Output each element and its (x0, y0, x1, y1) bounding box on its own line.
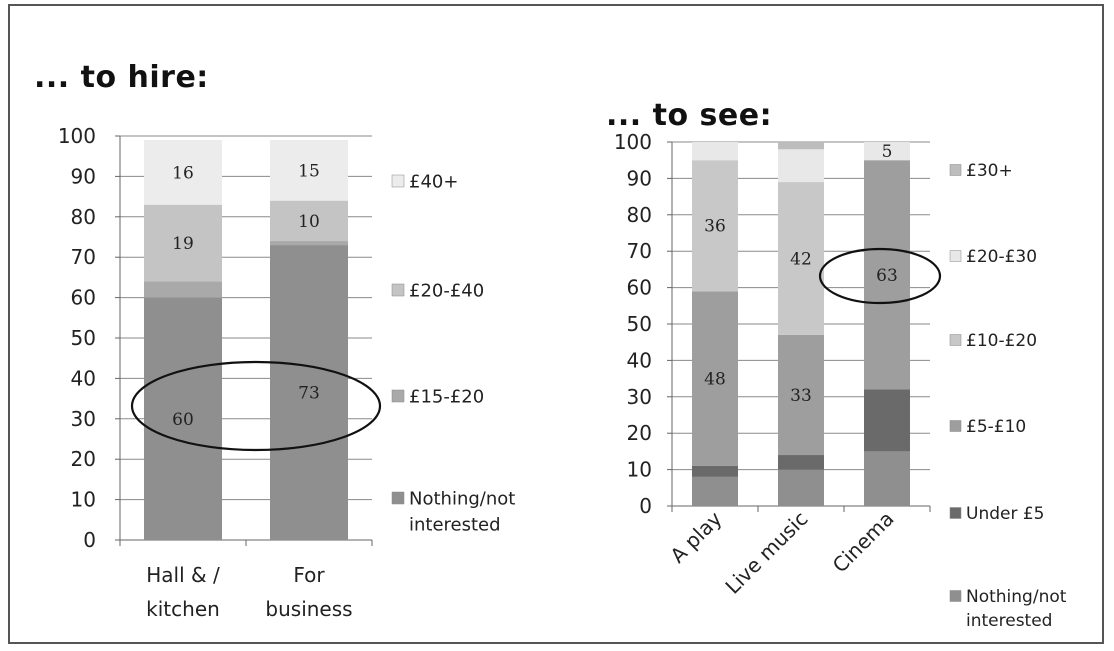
see-bar-segment (692, 465, 738, 477)
see-data-label: 36 (704, 217, 726, 237)
see-y-tick-label: 90 (627, 166, 652, 190)
see-legend-label: £10-£20 (966, 331, 1037, 351)
see-data-label: 48 (704, 370, 726, 390)
hire-bar-segment (270, 245, 348, 540)
hire-bar-segment (144, 140, 222, 205)
see-data-label: 63 (876, 266, 898, 286)
see-bar-segment (864, 160, 910, 390)
hire-legend-label: Nothing/not (409, 488, 515, 509)
see-y-tick-label: 60 (627, 276, 652, 300)
hire-data-label: 15 (298, 161, 320, 181)
see-y-tick-label: 80 (627, 203, 652, 227)
hire-y-tick-label: 0 (83, 528, 96, 552)
hire-legend-label: £15-£20 (409, 386, 484, 407)
hire-y-tick-label: 70 (71, 245, 96, 269)
hire-bar-segment (270, 140, 348, 201)
hire-y-tick-label: 60 (71, 286, 96, 310)
see-bar-segment (778, 142, 824, 150)
hire-y-tick-label: 90 (71, 164, 96, 188)
see-category-label: Cinema (828, 507, 899, 578)
hire-category-label: Hall & / (146, 563, 220, 587)
see-y-tick-label: 0 (639, 494, 652, 518)
see-legend-swatch (949, 334, 962, 346)
see-legend-label: interested (966, 611, 1052, 631)
hire-category-label: For (293, 563, 325, 587)
see-legend-swatch (949, 507, 962, 519)
see-bar-segment (778, 182, 824, 335)
hire-bar-segment (144, 204, 222, 282)
hire-bar-segment (144, 297, 222, 540)
hire-data-label: 10 (298, 212, 320, 232)
see-bar-segment (778, 149, 824, 183)
see-category-label: Live music (720, 507, 812, 599)
hire-data-label: 60 (172, 410, 194, 430)
see-legend-label: Under £5 (966, 504, 1045, 524)
hire-data-label: 16 (172, 163, 194, 183)
hire-bar-segment (270, 200, 348, 242)
see-legend-label: £5-£10 (966, 417, 1026, 437)
see-category-label: A play (665, 506, 726, 567)
see-legend-swatch (949, 420, 962, 432)
see-bar-segment (778, 469, 824, 506)
see-y-tick-label: 10 (627, 458, 652, 482)
hire-y-tick-label: 10 (71, 488, 96, 512)
see-data-label: 42 (790, 249, 812, 269)
hire-legend-swatch (391, 491, 405, 505)
hire-legend-swatch (391, 174, 405, 188)
hire-y-tick-label: 50 (71, 326, 96, 350)
see-legend-label: £30+ (966, 161, 1013, 181)
hire-category-label: business (265, 597, 352, 621)
hire-chart-title: ... to hire: (34, 60, 209, 95)
see-y-tick-label: 20 (627, 421, 652, 445)
hire-bar-segment (144, 281, 222, 298)
hire-legend-label: £40+ (409, 171, 458, 192)
see-y-tick-label: 30 (627, 385, 652, 409)
hire-y-tick-label: 100 (58, 124, 96, 148)
hire-legend-label: interested (409, 514, 501, 535)
see-y-tick-label: 70 (627, 239, 652, 263)
see-y-tick-label: 50 (627, 312, 652, 336)
hire-bar-segment (270, 241, 348, 246)
hire-y-tick-label: 40 (71, 366, 96, 390)
see-bar-segment (692, 476, 738, 506)
see-data-label: 5 (882, 142, 893, 162)
see-y-tick-label: 100 (614, 130, 652, 154)
hire-y-tick-label: 80 (71, 205, 96, 229)
see-legend-label: £20-£30 (966, 247, 1037, 267)
hire-data-label: 19 (172, 234, 194, 254)
see-legend-swatch (949, 250, 962, 262)
see-bar-segment (692, 291, 738, 466)
hire-legend-swatch (391, 283, 405, 297)
see-y-tick-label: 40 (627, 348, 652, 372)
see-highlight-ellipse (818, 247, 942, 305)
see-bar-segment (864, 451, 910, 506)
hire-y-tick-label: 20 (71, 447, 96, 471)
hire-highlight-ellipse (130, 360, 382, 452)
hire-y-tick-label: 30 (71, 407, 96, 431)
see-legend-label: Nothing/not (966, 587, 1067, 607)
see-data-label: 33 (790, 386, 812, 406)
see-chart-title: ... to see: (606, 98, 773, 133)
see-legend-swatch (949, 590, 962, 602)
see-chart: 0 10 20 30 40 50 60 70 80 90 100 48 33 63 36 42 5 A playL… (614, 130, 1067, 631)
hire-category-label: kitchen (146, 597, 220, 621)
hire-legend-label: £20-£40 (409, 280, 484, 301)
see-bar-segment (692, 160, 738, 292)
hire-chart: 0 10 20 30 40 50 60 70 80 90 100 60 73 19 10 16 15 Hall &… (58, 124, 516, 621)
see-bar-segment (864, 142, 910, 161)
see-bar-segment (778, 334, 824, 456)
see-bar-segment (778, 455, 824, 470)
see-legend-swatch (949, 164, 962, 176)
hire-data-label: 73 (298, 384, 320, 404)
hire-legend-swatch (391, 389, 405, 403)
see-bar-segment (864, 389, 910, 452)
see-bar-segment (692, 142, 738, 161)
